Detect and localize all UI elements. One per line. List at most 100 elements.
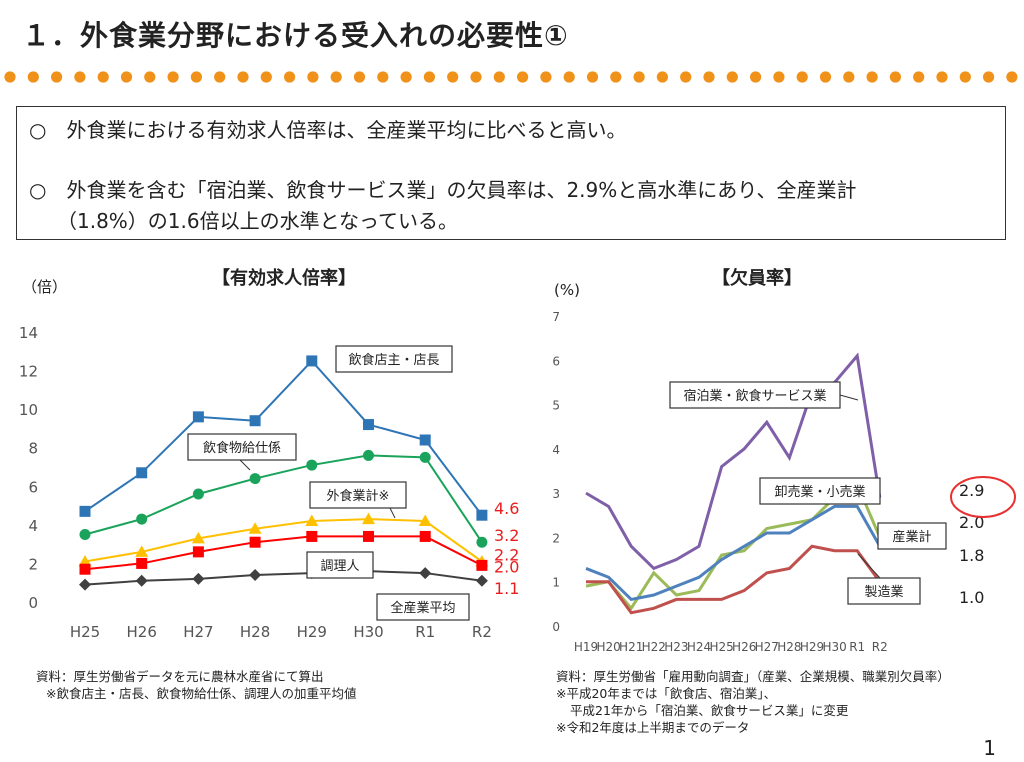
data-point [192,572,205,585]
divider-dot [983,71,995,83]
data-point [306,459,318,471]
label-accommodation-food: 宿泊業・飲食サービス業 [683,388,826,404]
label-cook: 調理人 [320,559,359,574]
x-tick-label: H28 [777,640,801,654]
data-point [249,415,261,427]
data-point [135,545,149,557]
page-title: １．外食業分野における受入れの必要性① [22,19,569,52]
x-tick-label: R1 [415,623,435,641]
divider-dot [796,71,808,83]
data-point [136,557,148,569]
divider-dot [214,71,226,83]
y-tick-label: 4 [28,517,38,535]
left-chart-unit: （倍） [22,278,68,296]
end-value-label: 1.0 [959,588,984,607]
divider-dot [656,71,669,83]
right-chart-heading: 【欠員率】 [712,268,802,289]
data-point [135,574,148,587]
series-line [84,518,483,563]
divider-dot [819,71,832,83]
y-tick-label: 6 [28,478,38,496]
divider-dot [913,71,925,83]
data-point [79,578,91,591]
right-note-line-1: 資料：厚生労働省「雇用動向調査」（産業、企業規模、職業別欠員率） [556,669,950,684]
divider-dot [74,71,86,83]
x-tick-label: R1 [849,640,865,654]
divider-dot [260,71,272,83]
orange-dot-divider [4,71,1018,83]
divider-dot [843,71,855,83]
right-line-chart: 0 1 2 3 4 5 6 7 H19H20H21H22H23H24H25H26H27H28H2… [552,310,1016,654]
x-tick-label: H29 [297,623,327,641]
data-point [476,536,488,548]
label-all-industry-box [376,593,470,621]
summary-box: ○ 外食業における有効求人倍率は、全産業平均に比べると高い。 ○ 外食業を含む「… [16,106,1006,240]
y-tick-label: 4 [552,443,560,457]
y-tick-label: 3 [552,487,560,501]
label-wholesale-retail: 卸売業・小売業 [774,484,865,500]
label-food-server-leader [239,459,251,471]
data-point [419,434,431,446]
divider-dot [423,71,435,83]
data-point [419,530,431,542]
x-tick-label: H22 [642,640,666,654]
end-value-label: 1.1 [494,579,519,598]
label-restaurant-manager: 飲食店主・店長 [348,352,439,368]
series-0 [79,355,488,521]
left-note-line-1: 資料：厚生労働省データを元に農林水産省にて算出 [36,669,324,684]
divider-dot [726,71,738,83]
x-tick-label: H30 [822,640,846,654]
end-value-label: 4.6 [494,499,519,518]
page-number: 1 [983,736,996,760]
left-source-note: 資料：厚生労働省データを元に農林水産省にて算出 ※飲食店主・店長、飲食物給仕係、… [36,668,356,702]
divider-dot [680,71,692,83]
end-value-label: 1.8 [959,546,984,565]
summary-point-1: ○ 外食業における有効求人倍率は、全産業平均に比べると高い。 [29,118,627,142]
label-food-server-box [187,433,297,461]
series-3 [586,544,882,615]
divider-dot [586,71,599,83]
divider-dot [750,71,762,83]
data-point [192,546,204,558]
x-tick-label: H26 [127,623,157,641]
data-point [362,512,375,525]
series-line [586,544,882,615]
divider-dot [307,71,319,83]
divider-dot [237,71,249,83]
data-point [306,355,318,367]
right-source-note: 資料：厚生労働省「雇用動向調査」（産業、企業規模、職業別欠員率） ※平成20年ま… [556,668,950,736]
series-1 [79,449,488,548]
y-tick-label: 10 [19,401,38,419]
highlight-circle [950,476,1016,518]
data-point [79,563,91,575]
y-tick-label: 6 [552,354,560,368]
x-tick-label: H26 [732,640,756,654]
data-point [249,473,261,485]
data-point [305,514,319,526]
data-point [192,411,204,423]
data-point [476,509,488,521]
x-tick-label: R2 [472,623,492,641]
y-tick-label: 12 [19,363,38,381]
label-cook-box [306,551,374,579]
data-point [418,514,432,526]
end-value-label: 2.9 [959,481,984,500]
divider-dot [470,71,482,83]
divider-dot [540,71,552,83]
divider-dot [703,71,715,83]
y-tick-label: 0 [552,620,560,634]
divider-dot [773,71,785,83]
label-food-service-total-leader [389,507,396,519]
x-tick-label: H21 [619,640,643,654]
data-point [136,467,148,479]
end-value-label: 2.2 [494,546,519,565]
end-value-label: 2.0 [494,557,519,576]
divider-dot [120,71,133,83]
data-point [363,419,374,431]
divider-dot [190,71,202,83]
x-tick-label: H25 [70,623,100,641]
divider-dot [144,71,156,83]
series-line [84,359,483,516]
label-all-industries-box [877,522,947,550]
